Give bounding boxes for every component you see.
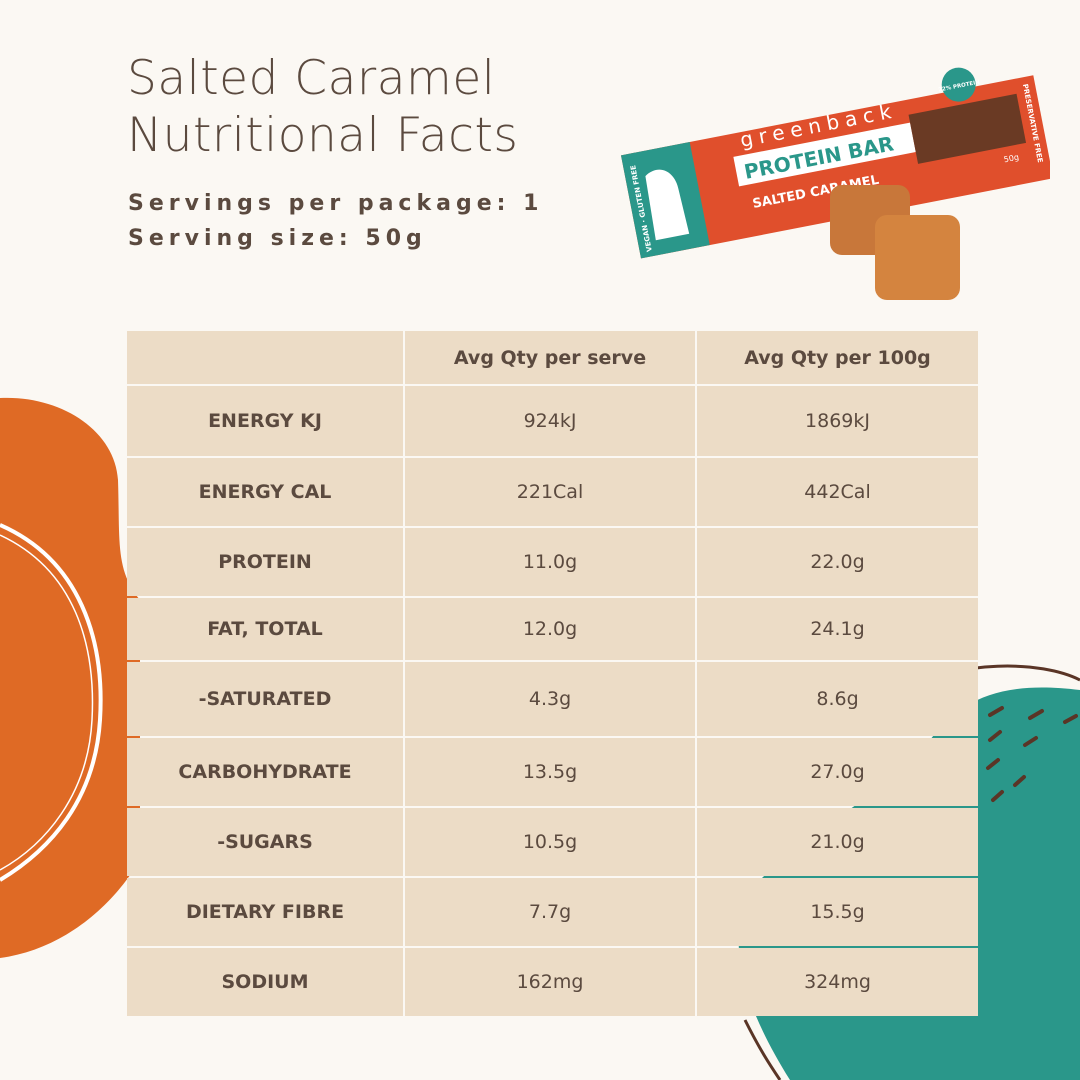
serving-size: Serving size: 50g xyxy=(128,226,427,251)
cell-per-serve: 924kJ xyxy=(405,386,695,456)
cell-nutrient: ENERGY CAL xyxy=(127,458,403,526)
cell-per-100g: 1869kJ xyxy=(697,386,978,456)
cell-per-serve: 7.7g xyxy=(405,878,695,946)
header-per-100g: Avg Qty per 100g xyxy=(697,331,978,384)
cell-per-serve: 13.5g xyxy=(405,738,695,806)
cell-per-100g: 27.0g xyxy=(697,738,978,806)
cell-nutrient: DIETARY FIBRE xyxy=(127,878,403,946)
cell-nutrient: CARBOHYDRATE xyxy=(127,738,403,806)
product-image: greenback PROTEIN BAR SALTED CARAMEL 50g… xyxy=(620,67,1050,300)
cell-nutrient: FAT, TOTAL xyxy=(127,598,403,660)
cell-per-100g: 21.0g xyxy=(697,808,978,876)
cell-nutrient: ENERGY KJ xyxy=(127,386,403,456)
cell-per-serve: 10.5g xyxy=(405,808,695,876)
cell-per-100g: 24.1g xyxy=(697,598,978,660)
cell-per-100g: 324mg xyxy=(697,948,978,1016)
dash-marks xyxy=(986,706,1078,802)
table-row: CARBOHYDRATE 13.5g 27.0g xyxy=(127,738,978,806)
header-nutrient xyxy=(127,331,403,384)
table-row: PROTEIN 11.0g 22.0g xyxy=(127,528,978,596)
cell-per-serve: 12.0g xyxy=(405,598,695,660)
table-body: ENERGY KJ 924kJ 1869kJ ENERGY CAL 221Cal 442C… xyxy=(127,386,978,1016)
cell-nutrient: -SATURATED xyxy=(127,662,403,736)
table-row: SODIUM 162mg 324mg xyxy=(127,948,978,1016)
cell-per-100g: 8.6g xyxy=(697,662,978,736)
table-row: ENERGY CAL 221Cal 442Cal xyxy=(127,458,978,526)
cell-per-serve: 4.3g xyxy=(405,662,695,736)
cell-per-serve: 11.0g xyxy=(405,528,695,596)
title-line-2: Nutritional Facts xyxy=(127,108,519,163)
cell-nutrient: SODIUM xyxy=(127,948,403,1016)
nutrition-table: Avg Qty per serve Avg Qty per 100g ENERG… xyxy=(127,331,978,1018)
title-line-1: Salted Caramel xyxy=(127,51,496,106)
white-circle-outline xyxy=(0,523,103,882)
table-row: -SATURATED 4.3g 8.6g xyxy=(127,662,978,736)
cell-per-100g: 442Cal xyxy=(697,458,978,526)
header-per-serve: Avg Qty per serve xyxy=(405,331,695,384)
cell-nutrient: PROTEIN xyxy=(127,528,403,596)
cell-nutrient: -SUGARS xyxy=(127,808,403,876)
table-row: FAT, TOTAL 12.0g 24.1g xyxy=(127,598,978,660)
cell-per-serve: 221Cal xyxy=(405,458,695,526)
weight-text: 50g xyxy=(1003,153,1020,165)
cell-per-serve: 162mg xyxy=(405,948,695,1016)
table-row: DIETARY FIBRE 7.7g 15.5g xyxy=(127,878,978,946)
page-title: Salted Caramel Nutritional Facts xyxy=(127,50,518,164)
cell-per-100g: 15.5g xyxy=(697,878,978,946)
table-row: ENERGY KJ 924kJ 1869kJ xyxy=(127,386,978,456)
cell-per-100g: 22.0g xyxy=(697,528,978,596)
serving-info: Servings per package: 1 Serving size: 50… xyxy=(128,186,543,256)
table-row: -SUGARS 10.5g 21.0g xyxy=(127,808,978,876)
orange-blob xyxy=(0,397,140,958)
servings-per-package: Servings per package: 1 xyxy=(128,191,544,216)
table-header-row: Avg Qty per serve Avg Qty per 100g xyxy=(127,331,978,384)
